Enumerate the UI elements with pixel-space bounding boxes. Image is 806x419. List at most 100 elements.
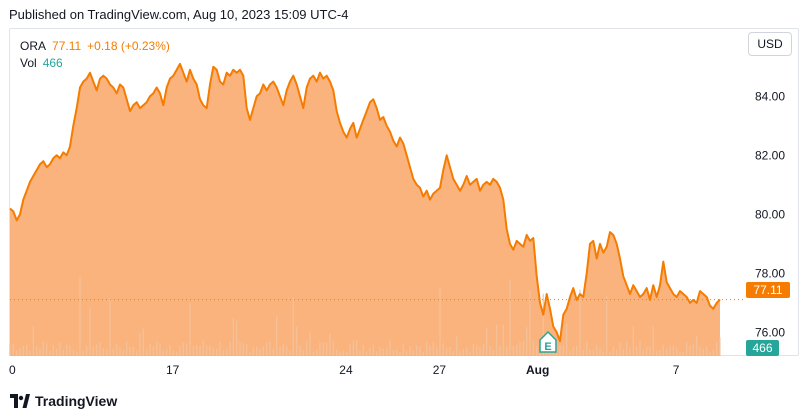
volume-bar	[656, 350, 658, 356]
volume-bar	[639, 340, 641, 356]
volume-bar	[226, 348, 228, 356]
volume-bar	[706, 346, 708, 356]
volume-bar	[139, 333, 141, 356]
volume-bar	[42, 341, 44, 356]
volume-bar	[666, 348, 668, 356]
volume-bar	[296, 326, 298, 356]
volume-bar	[336, 349, 338, 356]
volume-bar	[376, 351, 378, 356]
volume-bar	[62, 349, 64, 356]
volume-bar	[632, 326, 634, 356]
volume-bar	[462, 349, 464, 356]
legend-price: 77.11	[52, 39, 82, 53]
volume-bar	[642, 349, 644, 356]
volume-bar	[156, 341, 158, 356]
volume-bar	[79, 277, 81, 356]
volume-bar	[692, 344, 694, 356]
volume-bar	[532, 340, 534, 356]
volume-bar	[26, 344, 28, 356]
currency-button[interactable]: USD	[748, 32, 792, 56]
volume-bar	[449, 347, 451, 356]
volume-bar	[266, 342, 268, 356]
volume-bar	[316, 349, 318, 356]
x-tick-label: 27	[433, 363, 447, 377]
volume-bar	[559, 345, 561, 356]
volume-bar	[186, 342, 188, 356]
volume-bar	[286, 345, 288, 356]
volume-bar	[402, 343, 404, 356]
volume-bar	[356, 340, 358, 356]
volume-bar	[219, 341, 221, 356]
volume-bar	[429, 345, 431, 356]
volume-bar	[512, 346, 514, 356]
volume-bar	[102, 348, 104, 356]
volume-bar	[572, 346, 574, 356]
volume-bar	[622, 348, 624, 356]
volume-bar	[69, 345, 71, 356]
volume-bar	[612, 346, 614, 356]
volume-bar	[366, 351, 368, 356]
volume-bar	[56, 348, 58, 356]
volume-bar	[149, 343, 151, 356]
volume-bar	[516, 345, 518, 356]
volume-bar	[299, 345, 301, 356]
volume-bar	[19, 348, 21, 356]
volume-bar	[279, 347, 281, 356]
volume-bar	[229, 341, 231, 356]
volume-bar	[32, 326, 34, 356]
volume-bar	[206, 345, 208, 356]
volume-bar	[456, 336, 458, 356]
volume-bar	[489, 346, 491, 356]
volume-bar	[66, 344, 68, 356]
volume-bar	[222, 350, 224, 356]
volume-bar	[309, 332, 311, 356]
volume-bar	[592, 349, 594, 356]
volume-bar	[142, 328, 144, 356]
x-tick-label: 17	[166, 363, 180, 377]
volume-bar	[182, 342, 184, 356]
volume-bar	[439, 287, 441, 356]
volume-bar	[96, 344, 98, 356]
volume-bar	[209, 345, 211, 356]
volume-bar	[539, 350, 541, 356]
volume-bar	[306, 340, 308, 356]
volume-bar	[606, 295, 608, 356]
y-tick-label: 82.00	[755, 148, 785, 162]
volume-bar	[216, 348, 218, 356]
volume-bar	[349, 344, 351, 356]
volume-bar	[36, 346, 38, 356]
volume-bar	[422, 351, 424, 356]
volume-bar	[619, 342, 621, 356]
volume-bar	[89, 308, 91, 356]
volume-bar	[159, 342, 161, 356]
legend: ORA 77.11 +0.18 (+0.23%) Vol 466	[20, 38, 170, 72]
volume-bar	[676, 347, 678, 356]
volume-bar	[199, 345, 201, 356]
volume-bar	[192, 345, 194, 356]
price-area-fill	[10, 63, 720, 357]
y-tick-label: 76.00	[755, 325, 785, 339]
volume-bar	[362, 345, 364, 356]
published-header: Published on TradingView.com, Aug 10, 20…	[9, 7, 349, 22]
volume-bar	[629, 347, 631, 356]
volume-bar	[379, 347, 381, 356]
volume-bar	[636, 346, 638, 356]
volume-bar	[9, 345, 11, 356]
tradingview-logo[interactable]: TradingView	[10, 393, 117, 409]
earnings-marker-icon[interactable]: E	[539, 330, 557, 353]
y-tick-label: 78.00	[755, 266, 785, 280]
x-tick-label: 0	[9, 363, 16, 377]
volume-bar	[292, 297, 294, 356]
volume-bar	[599, 347, 601, 356]
volume-bar	[269, 341, 271, 356]
volume-bar	[272, 348, 274, 356]
volume-bar	[659, 349, 661, 356]
volume-bar	[589, 349, 591, 356]
tradingview-icon	[10, 394, 30, 408]
volume-bar	[479, 346, 481, 356]
volume-bar	[242, 343, 244, 356]
volume-bar	[246, 344, 248, 356]
symbol-label[interactable]: ORA	[20, 39, 47, 53]
volume-bar	[152, 346, 154, 356]
